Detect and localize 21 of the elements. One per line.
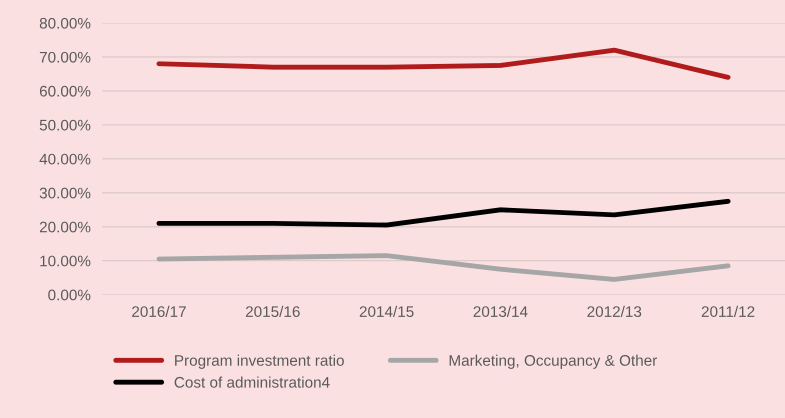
x-tick-label: 2012/13 [587, 306, 642, 318]
y-tick-label: 40.00% [39, 154, 90, 165]
legend-label: Marketing, Occupancy & Other [450, 354, 658, 369]
x-tick-label: 2013/14 [474, 306, 528, 318]
legend-label: Cost of administration4 [174, 376, 330, 388]
y-tick-label: 60.00% [40, 86, 90, 97]
y-tick-label: 80.00% [40, 18, 90, 29]
y-tick-label: 20.00% [40, 222, 90, 232]
legend-label: Program investment ratio [175, 354, 344, 369]
x-tick-label: 2016/17 [132, 306, 186, 318]
line-series [156, 48, 731, 80]
x-tick-label: 2011/12 [702, 306, 754, 318]
y-tick-label: 70.00% [40, 52, 90, 63]
y-tick-label: 30.00% [40, 188, 90, 198]
x-tick-label: 2014/15 [360, 306, 414, 318]
y-tick-label: 50.00% [40, 120, 90, 131]
line-series [156, 198, 731, 228]
x-tick-label: 2015/16 [246, 306, 300, 318]
y-tick-label: 0.00% [48, 290, 90, 300]
line-series [156, 253, 731, 282]
y-tick-label: 10.00% [40, 256, 90, 266]
